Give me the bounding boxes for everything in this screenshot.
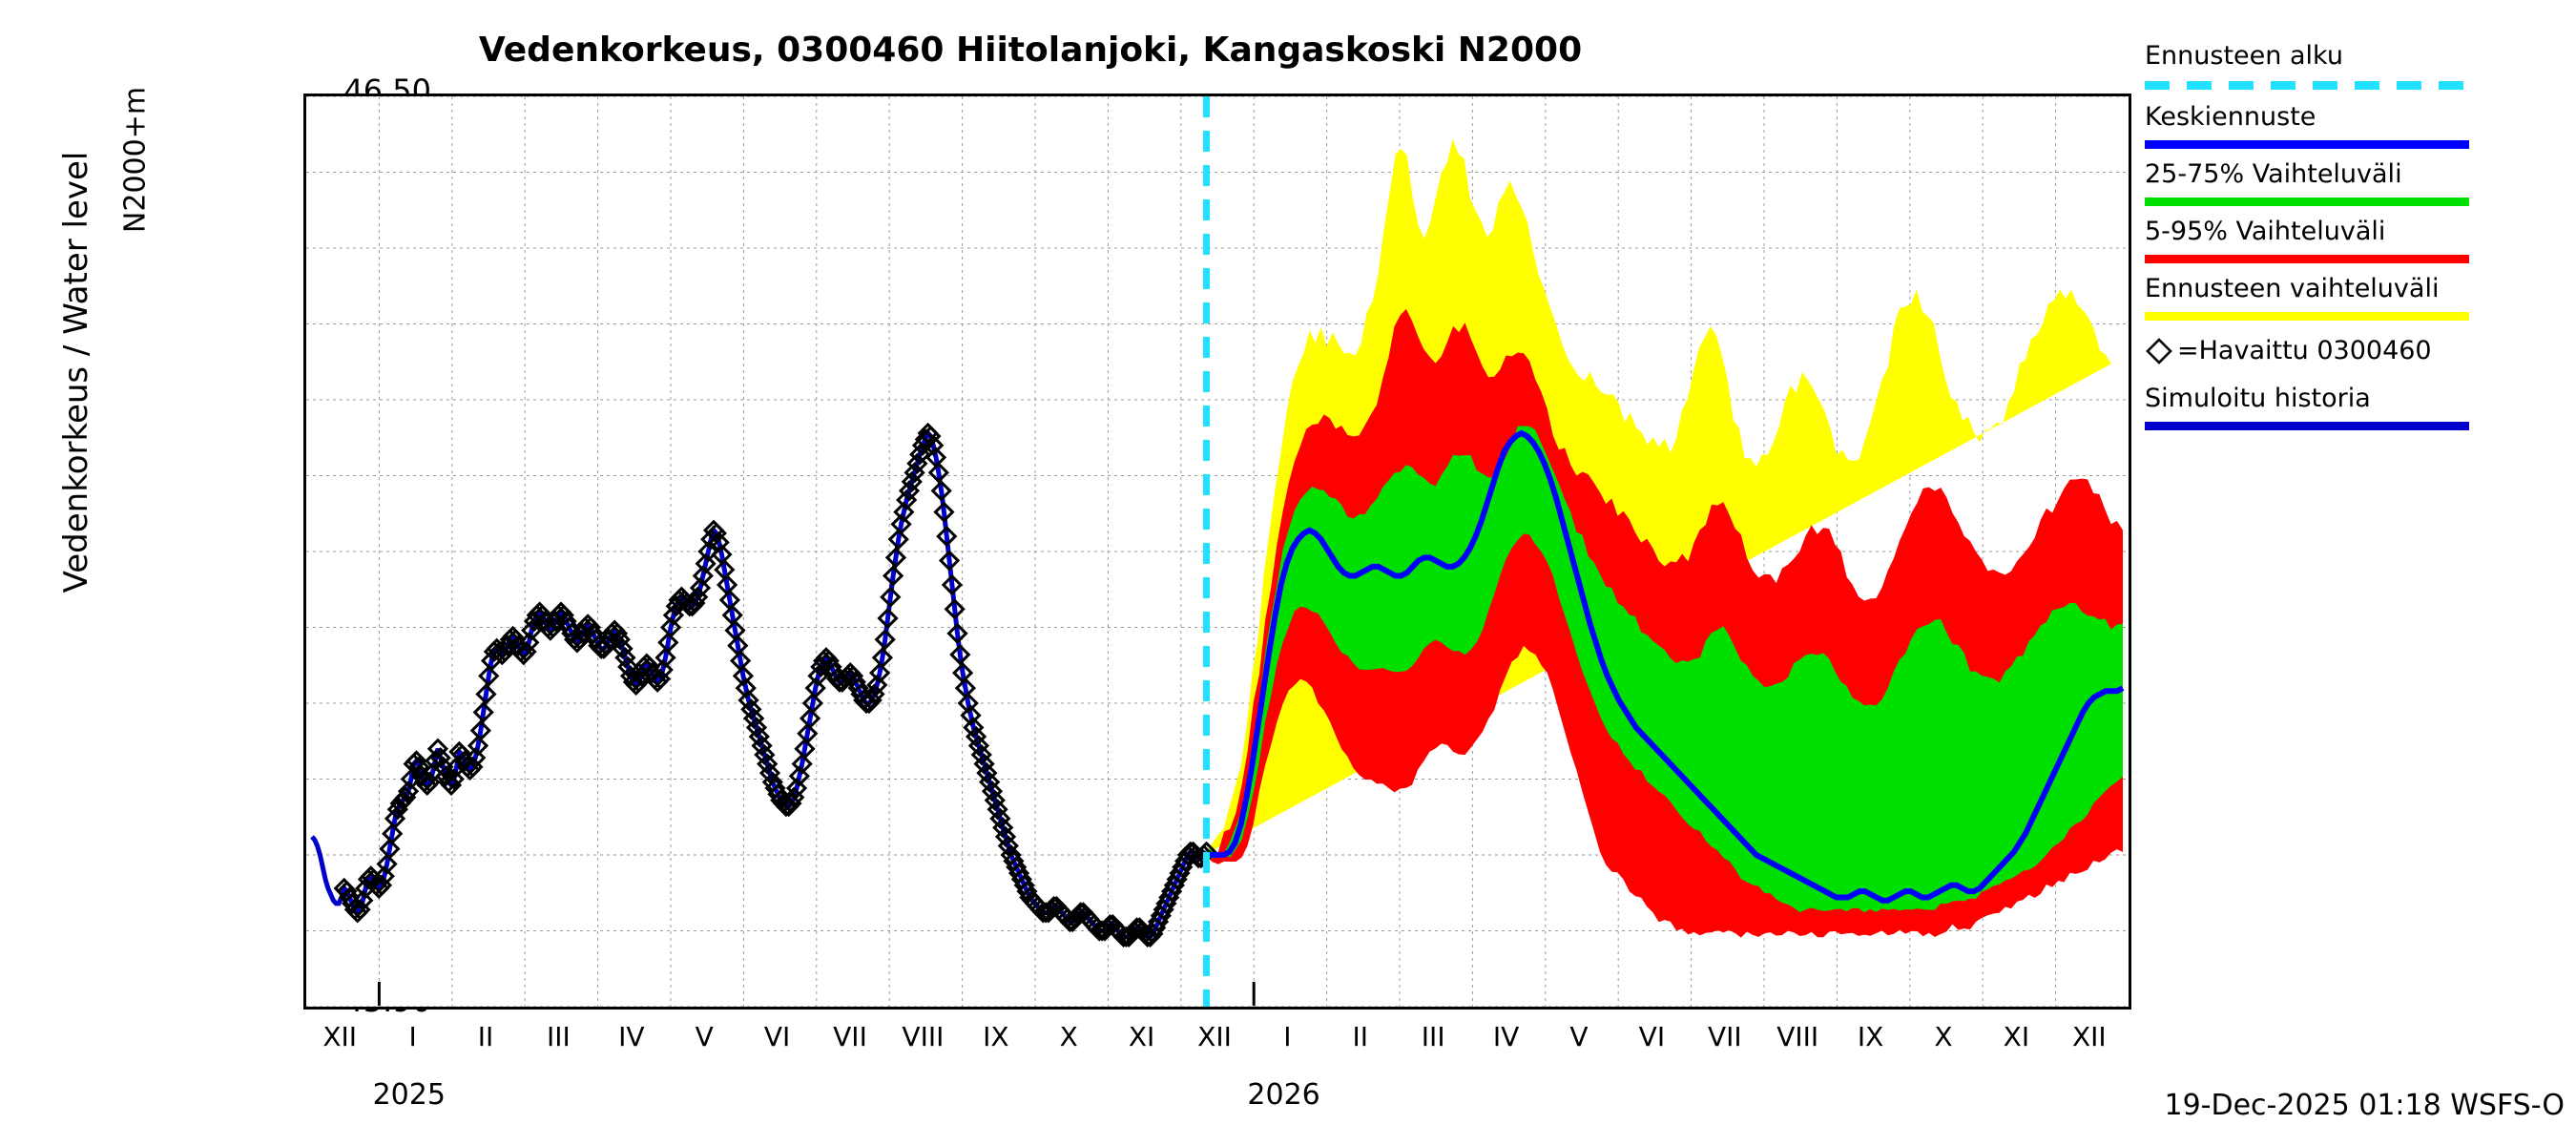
x-tick-label: XII xyxy=(322,1021,358,1052)
legend-item-band-5-95: 5-95% Vaihteluväli xyxy=(2145,216,2565,263)
y-axis-unit-label: N2000+m xyxy=(118,86,153,234)
footer-timestamp: 19-Dec-2025 01:18 WSFS-O xyxy=(2164,1089,2565,1122)
x-tick-label: IV xyxy=(1492,1021,1520,1052)
legend-label-band-5-95: 5-95% Vaihteluväli xyxy=(2145,217,2386,246)
legend-label-forecast-start: Ennusteen alku xyxy=(2145,41,2343,71)
x-tick-label: V xyxy=(695,1021,714,1052)
legend-swatch-band-full xyxy=(2145,312,2469,321)
x-tick-label: III xyxy=(1421,1021,1445,1052)
legend-item-simulated-history: Simuloitu historia xyxy=(2145,383,2565,430)
legend-item-band-full: Ennusteen vaihteluväli xyxy=(2145,273,2565,321)
legend-swatch-band-5-95 xyxy=(2145,255,2469,263)
x-tick-label: II xyxy=(1352,1021,1369,1052)
x-tick-label: IV xyxy=(618,1021,645,1052)
legend-item-band-25-75: 25-75% Vaihteluväli xyxy=(2145,158,2565,206)
legend-label-median: Keskiennuste xyxy=(2145,102,2316,132)
x-tick-label: VII xyxy=(833,1021,867,1052)
x-tick-label: V xyxy=(1569,1021,1589,1052)
x-axis-year-label: 2025 xyxy=(372,1078,446,1112)
x-tick-label: XII xyxy=(1197,1021,1232,1052)
x-tick-label: VI xyxy=(763,1021,791,1052)
forecast-bands xyxy=(1206,138,2123,938)
legend-observed-row: =Havaittu 0300460 xyxy=(2145,336,2565,365)
plot-area xyxy=(303,94,2131,1010)
legend: Ennusteen alku Keskiennuste 25-75% Vaiht… xyxy=(2145,40,2565,440)
x-tick-label: VI xyxy=(1638,1021,1666,1052)
x-tick-label: XI xyxy=(1128,1021,1155,1052)
page-title: Vedenkorkeus, 0300460 Hiitolanjoki, Kang… xyxy=(478,31,1583,70)
x-tick-label: III xyxy=(547,1021,571,1052)
diamond-icon xyxy=(2146,337,2172,364)
legend-item-forecast-start: Ennusteen alku xyxy=(2145,40,2565,90)
x-tick-label: X xyxy=(1059,1021,1078,1052)
x-tick-label: VIII xyxy=(1776,1021,1819,1052)
legend-swatch-simulated-history xyxy=(2145,422,2469,430)
x-tick-label: II xyxy=(477,1021,494,1052)
x-tick-label: XII xyxy=(2071,1021,2107,1052)
legend-swatch-band-25-75 xyxy=(2145,198,2469,206)
x-tick-label: I xyxy=(1283,1021,1292,1052)
legend-item-observed: =Havaittu 0300460 xyxy=(2145,336,2565,365)
series-median-forecast xyxy=(1206,429,2125,904)
series-simulated-history xyxy=(310,428,1209,940)
x-axis-year-label: 2026 xyxy=(1247,1078,1320,1112)
y-axis-label: Vedenkorkeus / Water level xyxy=(57,151,95,593)
x-tick-label: I xyxy=(408,1021,417,1052)
legend-label-band-full: Ennusteen vaihteluväli xyxy=(2145,274,2440,303)
observed-markers xyxy=(333,422,1217,947)
x-tick-label: VIII xyxy=(902,1021,945,1052)
x-tick-label: VII xyxy=(1707,1021,1742,1052)
legend-label-observed: =Havaittu 0300460 xyxy=(2177,336,2432,365)
x-tick-label: IX xyxy=(1857,1021,1884,1052)
legend-item-median: Keskiennuste xyxy=(2145,101,2565,149)
x-tick-label: X xyxy=(1934,1021,1953,1052)
legend-swatch-median xyxy=(2145,140,2469,149)
legend-label-simulated-history: Simuloitu historia xyxy=(2145,384,2371,413)
legend-swatch-forecast-start xyxy=(2145,81,2469,90)
x-tick-label: IX xyxy=(983,1021,1009,1052)
x-tick-label: XI xyxy=(2003,1021,2030,1052)
legend-label-band-25-75: 25-75% Vaihteluväli xyxy=(2145,159,2402,189)
